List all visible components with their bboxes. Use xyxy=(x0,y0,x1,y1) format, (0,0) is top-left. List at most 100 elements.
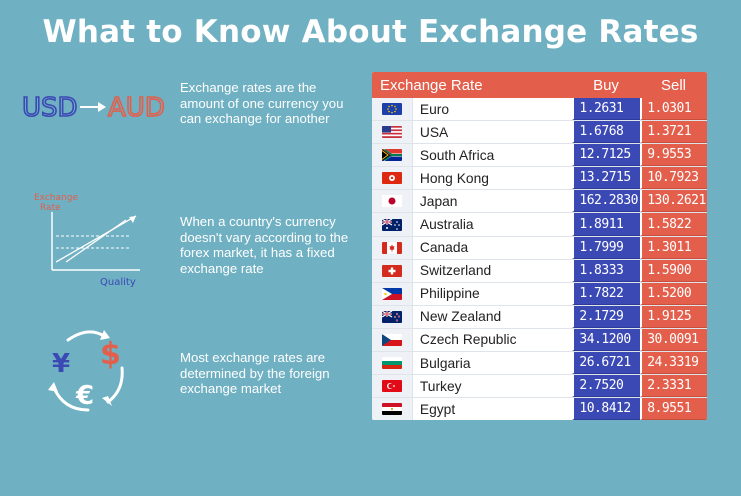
czech-flag-icon xyxy=(381,333,402,346)
australia-flag-icon xyxy=(381,218,402,231)
turkey-flag-icon xyxy=(381,380,402,393)
fact-forex-market: Most exchange rates are determined by th… xyxy=(180,350,330,397)
usd-label: USD xyxy=(22,93,78,123)
country-name: Canada xyxy=(419,240,469,256)
table-row: Australia 1.8911 1.5822 xyxy=(372,212,707,236)
japan-flag-icon xyxy=(381,195,402,208)
fact-exchange-rate-definition: Exchange rates are the amount of one cur… xyxy=(180,80,344,127)
table-body: Euro 1.2631 1.0301 USA 1.6768 1.3721 South Afr… xyxy=(372,98,707,421)
currency-cycle-illustration: ¥ $ € xyxy=(48,330,124,412)
country-name: Switzerland xyxy=(419,263,492,279)
header-exchange-rate: Exchange Rate xyxy=(380,76,483,94)
flag-cell xyxy=(372,305,413,328)
buy-rate: 12.7125 xyxy=(572,144,641,167)
table-row: Turkey 2.7520 2.3331 xyxy=(372,374,707,398)
table-row: Switzerland 1.8333 1.5900 xyxy=(372,258,707,282)
switzerland-flag-icon xyxy=(381,264,402,277)
sell-rate: 1.3721 xyxy=(640,121,707,144)
country-name: Japan xyxy=(419,193,458,209)
sell-rate: 1.3011 xyxy=(640,236,707,259)
sell-rate: 24.3319 xyxy=(640,352,707,375)
flag-cell xyxy=(372,121,413,144)
country-name: South Africa xyxy=(419,147,495,163)
hong-kong-flag-icon xyxy=(381,172,402,185)
country-name: Turkey xyxy=(419,378,462,394)
aud-label: AUD xyxy=(108,93,165,123)
sell-rate: 9.9553 xyxy=(640,144,707,167)
graph-xlabel: Quality xyxy=(100,277,136,288)
buy-rate: 2.1729 xyxy=(572,305,641,328)
flag-cell xyxy=(372,98,413,121)
buy-rate: 1.8911 xyxy=(572,213,641,236)
table-header: Exchange Rate Buy Sell xyxy=(372,72,707,98)
country-name: USA xyxy=(419,124,449,140)
buy-rate: 2.7520 xyxy=(572,375,641,398)
sell-rate: 1.5200 xyxy=(640,282,707,305)
new-zealand-flag-icon xyxy=(381,310,402,323)
canada-flag-icon xyxy=(381,241,402,254)
table-row: Hong Kong 13.2715 10.7923 xyxy=(372,166,707,190)
sell-rate: 30.0091 xyxy=(640,328,707,352)
buy-rate: 13.2715 xyxy=(572,167,641,190)
sell-rate: 1.0301 xyxy=(640,98,707,121)
sell-rate: 2.3331 xyxy=(640,375,707,398)
flag-cell xyxy=(372,190,413,213)
usa-flag-icon xyxy=(381,126,402,139)
flag-cell xyxy=(372,259,413,282)
exchange-rate-graph-illustration: Exchange Rate Quality xyxy=(34,193,140,288)
sell-rate: 1.5900 xyxy=(640,259,707,282)
country-name: Czech Republic xyxy=(419,332,517,348)
table-row: New Zealand 2.1729 1.9125 xyxy=(372,304,707,328)
buy-rate: 1.2631 xyxy=(572,98,641,121)
country-name: Bulgaria xyxy=(419,355,471,371)
buy-rate: 162.2830 xyxy=(572,190,641,213)
sell-rate: 8.9551 xyxy=(640,398,707,421)
country-name: Egypt xyxy=(419,401,456,417)
header-buy: Buy xyxy=(593,76,619,94)
header-sell: Sell xyxy=(660,76,686,94)
table-row: USA 1.6768 1.3721 xyxy=(372,120,707,144)
table-row: Canada 1.7999 1.3011 xyxy=(372,235,707,259)
usd-to-aud-illustration: USD AUD xyxy=(22,92,166,124)
sell-rate: 1.5822 xyxy=(640,213,707,236)
buy-rate: 1.8333 xyxy=(572,259,641,282)
fact-fixed-exchange-rate: When a country's currency doesn't vary a… xyxy=(180,214,349,276)
graph-ylabel-line1: Exchange xyxy=(34,193,78,203)
table-row: South Africa 12.7125 9.9553 xyxy=(372,143,707,167)
buy-rate: 1.6768 xyxy=(572,121,641,144)
euro-symbol-icon: € xyxy=(75,381,94,411)
yen-symbol-icon: ¥ xyxy=(52,349,70,379)
flag-cell xyxy=(372,167,413,190)
dollar-symbol-icon: $ xyxy=(100,337,121,372)
table-row: Bulgaria 26.6721 24.3319 xyxy=(372,351,707,375)
flag-cell xyxy=(372,375,413,398)
table-row: Egypt 10.8412 8.9551 xyxy=(372,397,707,421)
sell-rate: 1.9125 xyxy=(640,305,707,328)
buy-rate: 1.7822 xyxy=(572,282,641,305)
table-row: Czech Republic 34.1200 30.0091 xyxy=(372,327,707,352)
graph-ylabel-line2: Rate xyxy=(40,203,61,213)
buy-rate: 26.6721 xyxy=(572,352,641,375)
table-row: Japan 162.2830 130.2621 xyxy=(372,189,707,213)
egypt-flag-icon xyxy=(381,403,402,416)
south-africa-flag-icon xyxy=(381,149,402,162)
flag-cell xyxy=(372,213,413,236)
flag-cell xyxy=(372,352,413,375)
buy-rate: 1.7999 xyxy=(572,236,641,259)
table-row: Euro 1.2631 1.0301 xyxy=(372,98,707,121)
euro-flag-icon xyxy=(381,103,402,116)
bulgaria-flag-icon xyxy=(381,357,402,370)
country-name: Euro xyxy=(419,101,450,117)
page-title: What to Know About Exchange Rates xyxy=(42,14,699,50)
flag-cell xyxy=(372,236,413,259)
buy-rate: 10.8412 xyxy=(572,398,641,421)
country-name: Philippine xyxy=(419,286,480,302)
country-name: Australia xyxy=(419,217,474,233)
exchange-rate-table: Exchange Rate Buy Sell Euro 1.2631 1.0301 U… xyxy=(372,72,707,421)
arrow-right-icon xyxy=(80,102,106,112)
flag-cell xyxy=(372,282,413,305)
sell-rate: 10.7923 xyxy=(640,167,707,190)
flag-cell xyxy=(372,398,413,421)
flag-cell xyxy=(372,144,413,167)
country-name: Hong Kong xyxy=(419,170,489,186)
